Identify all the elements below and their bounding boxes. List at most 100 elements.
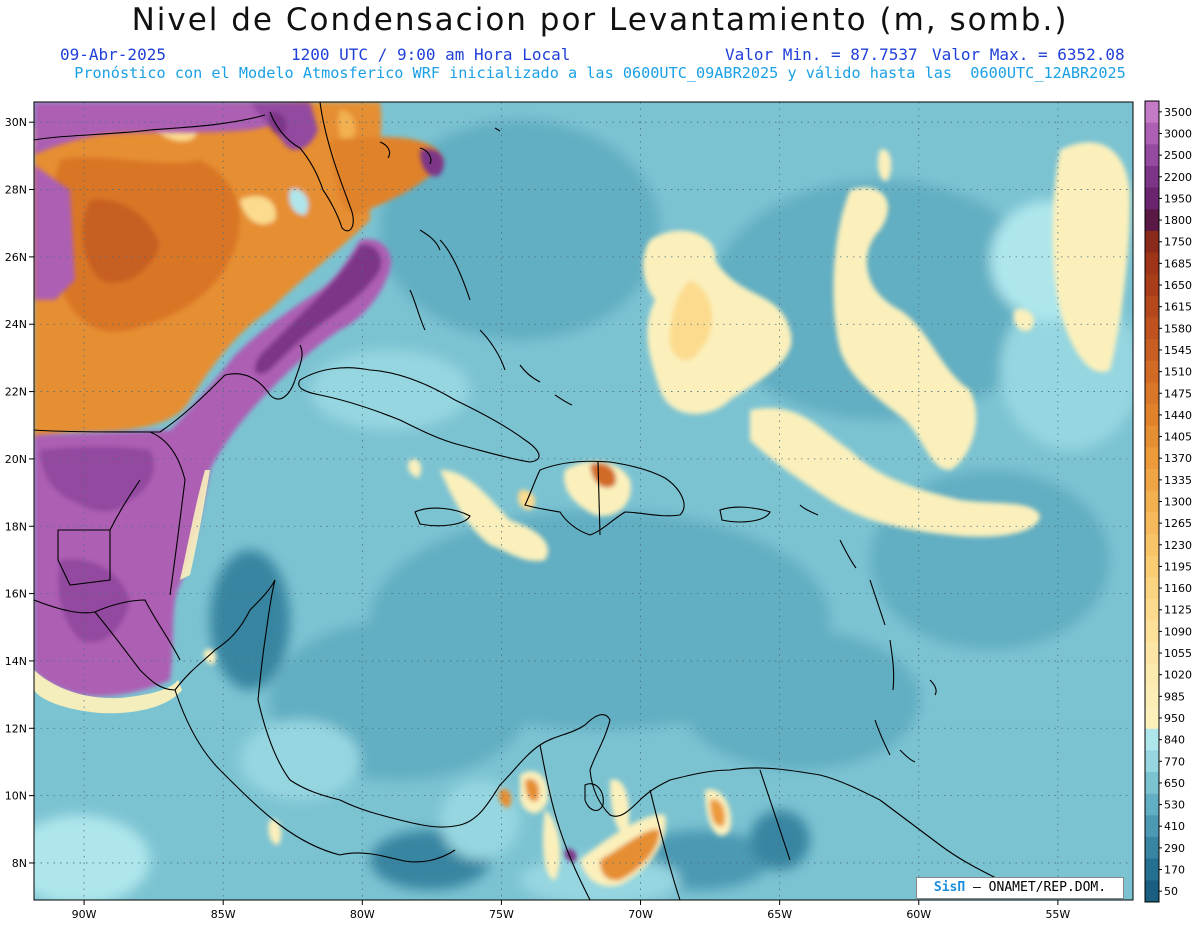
colorbar-label: 290 bbox=[1164, 842, 1185, 855]
colorbar-label: 1230 bbox=[1164, 539, 1192, 552]
lat-tick-label: 16N bbox=[5, 588, 27, 601]
colorbar-swatch bbox=[1145, 317, 1159, 340]
colorbar-label: 410 bbox=[1164, 820, 1185, 833]
colorbar-swatch bbox=[1145, 685, 1159, 708]
lon-tick-label: 75W bbox=[489, 908, 514, 921]
colorbar-label: 985 bbox=[1164, 690, 1185, 703]
lat-tick-label: 26N bbox=[5, 251, 27, 264]
colorbar-swatch bbox=[1145, 858, 1159, 881]
value-max: Valor Max. = 6352.08 bbox=[932, 45, 1125, 64]
colorbar-label: 1750 bbox=[1164, 236, 1192, 249]
lcl-shading bbox=[34, 102, 1133, 900]
colorbar-swatch bbox=[1145, 533, 1159, 557]
forecast-date: 09-Abr-2025 bbox=[60, 45, 166, 64]
colorbar-label: 170 bbox=[1164, 864, 1185, 877]
lon-tick-label: 80W bbox=[350, 908, 375, 921]
colorbar-label: 1685 bbox=[1164, 257, 1192, 270]
lat-tick-label: 28N bbox=[5, 184, 27, 197]
longitude-labels: 90W 85W 80W 75W 70W 65W 60W 55W bbox=[72, 900, 1070, 921]
colorbar-swatch bbox=[1145, 144, 1159, 167]
colorbar-label: 1160 bbox=[1164, 582, 1192, 595]
lon-tick-label: 65W bbox=[767, 908, 792, 921]
colorbar-label: 530 bbox=[1164, 799, 1185, 812]
lat-tick-label: 24N bbox=[5, 318, 27, 331]
colorbar-label: 650 bbox=[1164, 777, 1185, 790]
colorbar-swatch bbox=[1145, 101, 1159, 124]
coastlines bbox=[34, 102, 1001, 900]
colorbar-label: 2200 bbox=[1164, 171, 1192, 184]
colorbar-swatch bbox=[1145, 252, 1159, 275]
colorbar-label: 3000 bbox=[1164, 127, 1192, 140]
colorbar-swatch bbox=[1145, 555, 1159, 578]
colorbar-swatch bbox=[1145, 837, 1159, 860]
lat-tick-label: 8N bbox=[12, 857, 27, 870]
colorbar-label: 1405 bbox=[1164, 431, 1192, 444]
lon-tick-label: 60W bbox=[906, 908, 931, 921]
colorbar-label: 1300 bbox=[1164, 496, 1192, 509]
colorbar-label: 1440 bbox=[1164, 409, 1192, 422]
colorbar-swatch bbox=[1145, 209, 1159, 232]
lat-tick-label: 20N bbox=[5, 453, 27, 466]
credit-text: – ONAMET/REP.DOM. bbox=[973, 880, 1107, 895]
forecast-note: Pronóstico con el Modelo Atmosferico WRF… bbox=[74, 64, 1126, 82]
lat-tick-label: 12N bbox=[5, 722, 27, 735]
sispi-logo: SisΠ bbox=[933, 880, 966, 895]
colorbar-swatch bbox=[1145, 663, 1159, 687]
colorbar-swatch bbox=[1145, 447, 1159, 470]
colorbar-label: 1265 bbox=[1164, 517, 1192, 530]
colorbar-swatch bbox=[1145, 295, 1159, 318]
colorbar-swatch bbox=[1145, 707, 1159, 730]
map-frame bbox=[33, 101, 1134, 901]
colorbar-label: 1950 bbox=[1164, 192, 1192, 205]
colorbar-swatch bbox=[1145, 165, 1159, 189]
colorbar-swatch bbox=[1145, 187, 1159, 210]
lat-tick-label: 30N bbox=[5, 116, 27, 129]
colorbar-label: 1475 bbox=[1164, 387, 1192, 400]
colorbar-label: 1020 bbox=[1164, 669, 1192, 682]
colorbar-swatch bbox=[1145, 230, 1159, 254]
colorbar-label: 1615 bbox=[1164, 301, 1192, 314]
lat-tick-label: 10N bbox=[5, 790, 27, 803]
colorbar-swatch bbox=[1145, 425, 1159, 448]
colorbar-label: 1125 bbox=[1164, 604, 1192, 617]
colorbar-label: 1545 bbox=[1164, 344, 1192, 357]
colorbar-label: 770 bbox=[1164, 755, 1185, 768]
colorbar-label: 1335 bbox=[1164, 474, 1192, 487]
lon-tick-label: 85W bbox=[211, 908, 236, 921]
colorbar-swatch bbox=[1145, 360, 1159, 383]
colorbar-swatch bbox=[1145, 880, 1159, 903]
colorbar-swatch bbox=[1145, 577, 1159, 600]
credit-box: SisΠ – ONAMET/REP.DOM. bbox=[916, 877, 1124, 899]
lat-tick-label: 14N bbox=[5, 655, 27, 668]
colorbar-label: 1650 bbox=[1164, 279, 1192, 292]
colorbar-swatch bbox=[1145, 772, 1159, 795]
lat-tick-label: 18N bbox=[5, 520, 27, 533]
colorbar-swatch bbox=[1145, 598, 1159, 622]
colorbar-label: 1055 bbox=[1164, 647, 1192, 660]
colorbar-swatch bbox=[1145, 815, 1159, 838]
colorbar-swatch bbox=[1145, 512, 1159, 535]
colorbar-label: 1195 bbox=[1164, 560, 1192, 573]
colorbar-swatch bbox=[1145, 750, 1159, 773]
colorbar-label: 950 bbox=[1164, 712, 1185, 725]
colorbar-label: 3500 bbox=[1164, 106, 1192, 119]
colorbar-label: 2500 bbox=[1164, 149, 1192, 162]
lon-tick-label: 90W bbox=[72, 908, 97, 921]
colorbar-swatch bbox=[1145, 404, 1159, 427]
colorbar-swatch bbox=[1145, 490, 1159, 513]
colorbar-label: 1580 bbox=[1164, 322, 1192, 335]
colorbar-swatch bbox=[1145, 382, 1159, 405]
colorbar-label: 1800 bbox=[1164, 214, 1192, 227]
colorbar-label: 840 bbox=[1164, 734, 1185, 747]
colorbar-label: 1510 bbox=[1164, 366, 1192, 379]
colorbar-swatch bbox=[1145, 122, 1159, 145]
page-title: Nivel de Condensacion por Levantamiento … bbox=[131, 2, 1069, 38]
lat-tick-label: 22N bbox=[5, 386, 27, 399]
graticule-grid bbox=[34, 102, 1133, 900]
colorbar-swatch bbox=[1145, 642, 1159, 665]
value-min: Valor Min. = 87.7537 bbox=[725, 45, 918, 64]
colorbar-label: 50 bbox=[1164, 885, 1178, 898]
lon-tick-label: 55W bbox=[1045, 908, 1070, 921]
forecast-time: 1200 UTC / 9:00 am Hora Local bbox=[291, 45, 571, 64]
latitude-labels: 30N 28N 26N 24N 22N 20N 18N 16N 14N 12N 10N 8N bbox=[5, 116, 34, 870]
